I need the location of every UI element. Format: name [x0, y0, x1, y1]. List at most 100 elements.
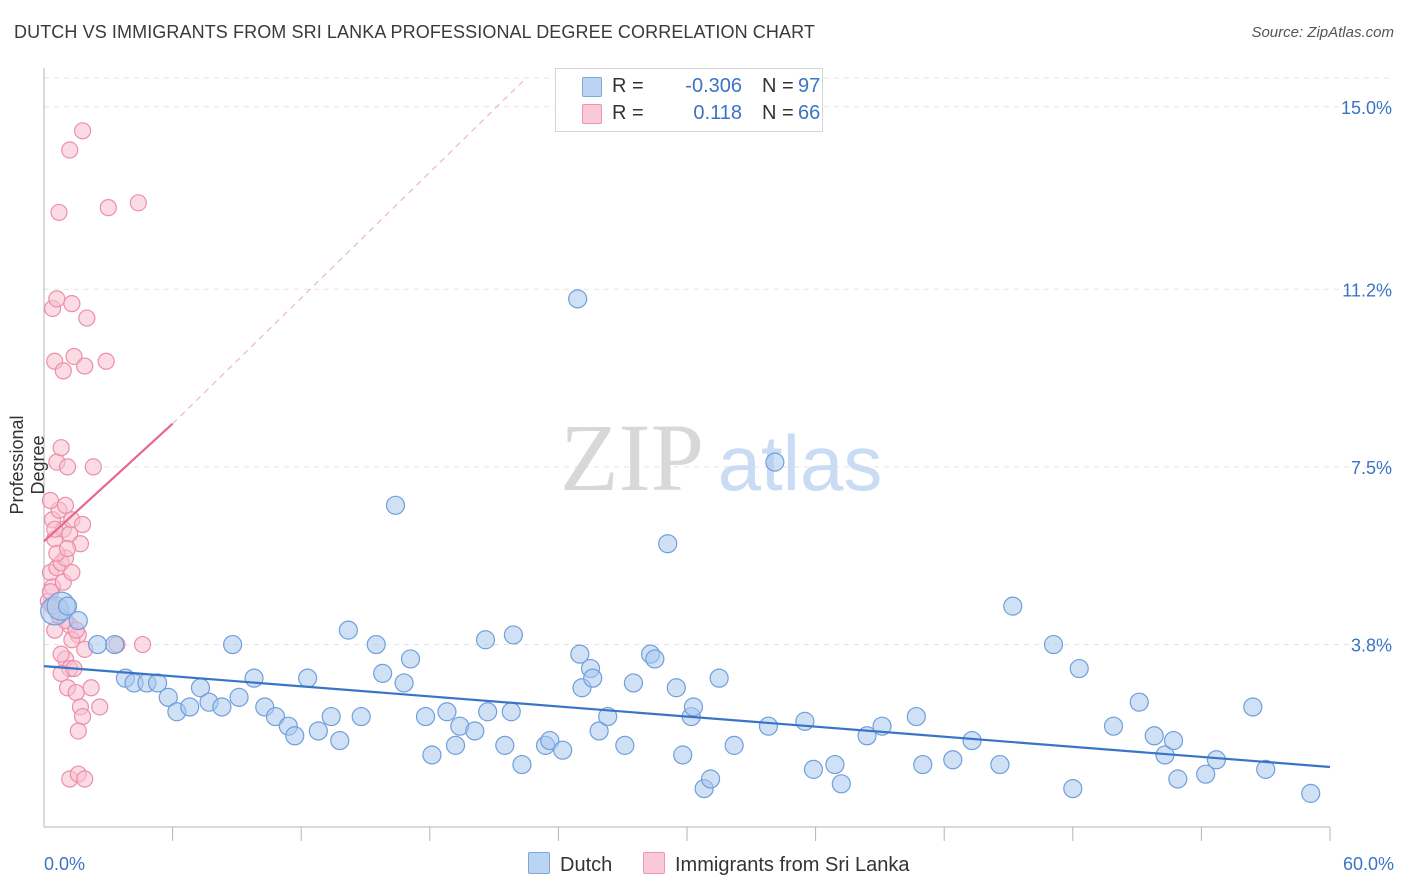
grid-lines — [44, 77, 1392, 646]
legend-r-value-srilanka: 0.118 — [693, 102, 742, 124]
dutch-point — [321, 706, 341, 727]
legend-n-label: N = — [762, 102, 794, 124]
y-tick-label: 11.2% — [1342, 280, 1392, 300]
dutch-point — [445, 735, 466, 755]
dutch-point — [495, 735, 515, 755]
dutch-point — [475, 630, 496, 650]
dutch-point — [540, 730, 560, 751]
srilanka-point — [58, 539, 77, 558]
srilanka-point — [65, 347, 83, 366]
dutch-point — [422, 745, 442, 765]
srilanka-point — [129, 194, 147, 212]
dutch-point — [158, 687, 178, 707]
legend-n-value-dutch: 97 — [798, 75, 821, 97]
legend-r-value-dutch: -0.306 — [685, 75, 742, 97]
dutch-point — [180, 697, 200, 717]
srilanka-point — [73, 122, 92, 140]
dutch-point — [589, 721, 609, 741]
dutch-point — [673, 745, 693, 765]
dutch-point — [265, 706, 286, 727]
srilanka-point — [133, 635, 152, 654]
x-tick-label-max: 60.0% — [1343, 854, 1394, 874]
dutch-point — [831, 774, 851, 794]
srilanka-point — [82, 679, 100, 697]
dutch-point — [366, 634, 386, 655]
bottom-legend-swatch-dutch — [528, 852, 550, 874]
dutch-point — [437, 702, 457, 722]
legend-swatch-dutch — [582, 77, 602, 97]
dutch-point — [105, 634, 125, 655]
y-tick-label: 7.5% — [1351, 458, 1392, 478]
srilanka-point — [58, 458, 77, 476]
legend-n-label: N = — [762, 75, 794, 97]
dutch-point — [87, 634, 108, 655]
srilanka-point — [56, 496, 75, 514]
srilanka-point — [91, 698, 109, 716]
dutch-point — [298, 668, 318, 688]
srilanka-point — [67, 683, 85, 702]
srilanka-point — [78, 309, 96, 327]
dutch-point — [512, 754, 532, 775]
dutch-point — [501, 702, 521, 722]
srilanka-point — [52, 645, 70, 663]
dutch-point — [553, 740, 573, 760]
dutch-point — [1063, 778, 1083, 799]
bottom-legend-srilanka: Immigrants from Sri Lanka — [643, 852, 910, 877]
dutch-point — [1206, 750, 1227, 770]
chart-title: DUTCH VS IMMIGRANTS FROM SRI LANKA PROFE… — [14, 22, 815, 42]
dutch-point — [645, 649, 665, 669]
dutch-point — [394, 673, 414, 693]
dutch-point — [351, 706, 371, 727]
bottom-legend-label-dutch: Dutch — [560, 854, 613, 876]
srilanka-point — [73, 515, 92, 534]
bottom-legend-label-srilanka: Immigrants from Sri Lanka — [675, 854, 910, 876]
dutch-point — [57, 596, 78, 616]
dutch-point — [373, 663, 393, 683]
dutch-point — [765, 452, 785, 472]
dutch-point — [683, 697, 704, 717]
dutch-point — [1069, 658, 1089, 679]
srilanka-point — [61, 141, 79, 159]
dutch-point — [724, 735, 744, 755]
dutch-point — [465, 721, 485, 741]
correlation-legend: R = -0.306 N = 97 R = 0.118 N = 66 — [555, 68, 823, 132]
dutch-point — [68, 610, 88, 631]
dutch-point — [598, 706, 618, 727]
dutch-point — [1196, 764, 1216, 784]
dutch-point — [400, 649, 421, 669]
dutch-point — [212, 697, 232, 717]
dutch-points — [40, 289, 1321, 803]
dutch-point — [658, 534, 678, 554]
srilanka-trend-line — [43, 422, 174, 543]
dutch-point — [990, 754, 1010, 775]
watermark-zip: ZIP — [560, 404, 704, 511]
watermark: ZIP atlas — [560, 404, 882, 511]
dutch-point — [962, 730, 982, 751]
trend-lines — [43, 77, 1331, 769]
dutch-point — [1301, 783, 1321, 803]
dutch-point — [244, 668, 264, 688]
dutch-point — [1168, 769, 1188, 789]
dutch-point — [1129, 692, 1149, 712]
dutch-point — [758, 716, 779, 736]
y-axis-label: Professional Degree — [7, 415, 48, 515]
dutch-point — [229, 687, 249, 707]
dutch-point — [385, 495, 406, 515]
dutch-point — [338, 620, 358, 640]
srilanka-point — [69, 722, 87, 740]
dutch-point — [913, 754, 933, 775]
srilanka-point — [76, 357, 94, 375]
dutch-point — [709, 668, 729, 688]
srilanka-point — [97, 352, 115, 370]
dutch-point — [825, 754, 845, 775]
srilanka-point — [54, 362, 72, 380]
dutch-point — [615, 735, 635, 755]
srilanka-point — [46, 520, 64, 538]
legend-r-label: R = — [612, 75, 644, 97]
dutch-point — [1163, 730, 1184, 751]
srilanka-point — [52, 439, 70, 457]
srilanka-trend-extension — [172, 77, 527, 425]
dutch-point — [1003, 596, 1023, 616]
dutch-point — [795, 711, 815, 731]
